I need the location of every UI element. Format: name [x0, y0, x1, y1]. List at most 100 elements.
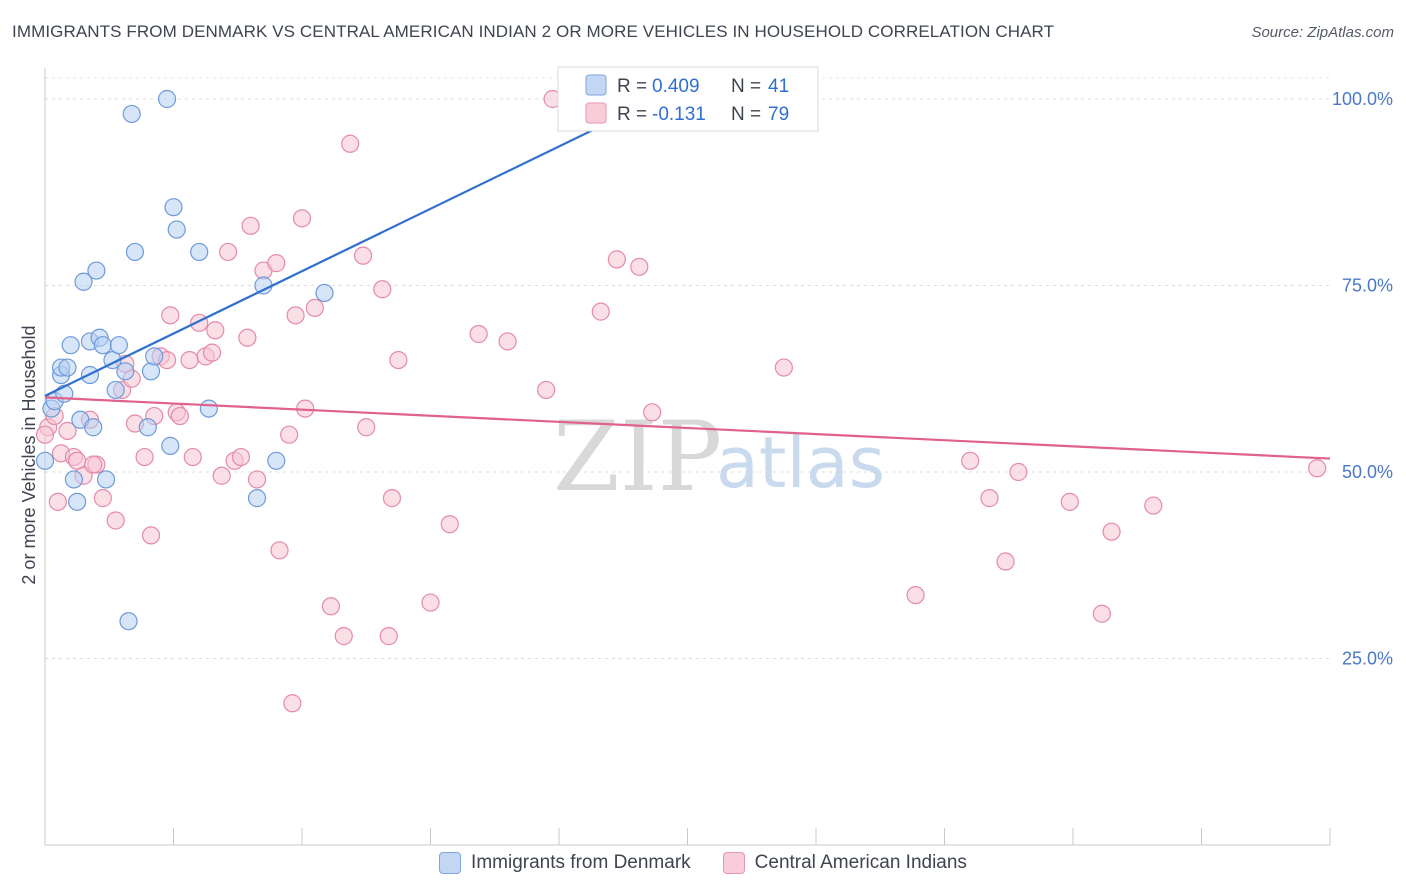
- point-blue-28: [145, 347, 164, 366]
- point-pink-52: [379, 627, 398, 646]
- point-blue-8: [64, 470, 84, 489]
- point-pink-31: [219, 242, 238, 262]
- point-pink-76: [1308, 459, 1327, 478]
- point-blue-34: [199, 399, 218, 418]
- point-blue-36: [254, 276, 273, 295]
- point-pink-46: [321, 597, 341, 616]
- point-blue-29: [157, 89, 177, 109]
- point-pink-50: [357, 418, 376, 437]
- source-label: Source: ZipAtlas.com: [1251, 24, 1394, 41]
- point-pink-30: [212, 466, 231, 485]
- point-pink-43: [292, 209, 312, 228]
- legend-blue-r-value: 0.409: [652, 76, 700, 97]
- point-pink-17: [141, 526, 161, 545]
- point-blue-0: [35, 451, 55, 470]
- point-blue-35: [247, 489, 267, 508]
- point-blue-33: [190, 242, 209, 262]
- point-blue-18: [96, 470, 116, 489]
- point-pink-73: [1092, 604, 1112, 623]
- point-pink-63: [630, 257, 649, 276]
- point-pink-45: [305, 298, 324, 317]
- point-pink-69: [980, 489, 999, 508]
- y-axis-label: 2 or more Vehicles in Household: [19, 325, 39, 584]
- point-pink-57: [469, 324, 488, 344]
- point-pink-40: [280, 425, 299, 444]
- point-blue-15: [87, 261, 106, 280]
- point-pink-10: [93, 489, 112, 508]
- point-blue-21: [109, 336, 128, 355]
- y-tick-label-3: 25.0%: [1342, 649, 1393, 669]
- point-pink-23: [170, 406, 190, 426]
- point-pink-42: [286, 306, 305, 325]
- point-pink-49: [353, 246, 373, 265]
- series-central-american-indians: [35, 89, 1327, 713]
- point-pink-35: [241, 216, 260, 235]
- point-pink-64: [643, 403, 662, 422]
- point-blue-32: [167, 220, 186, 239]
- watermark-zip: ZIP: [553, 401, 722, 513]
- point-blue-7: [61, 336, 80, 355]
- legend-swatch-blue: [585, 74, 607, 96]
- legend-blue-n-label: N =: [731, 76, 761, 97]
- trend-line-blue: [44, 83, 688, 397]
- point-blue-31: [164, 198, 183, 217]
- point-blue-23: [119, 612, 138, 631]
- point-blue-24: [122, 104, 141, 124]
- point-blue-11: [74, 272, 93, 291]
- legend-blue-n-value: 41: [768, 76, 789, 97]
- point-pink-54: [389, 351, 408, 370]
- point-pink-16: [135, 447, 154, 467]
- y-tick-label-0: 100.0%: [1332, 89, 1393, 109]
- series-immigrants-from-denmark: [35, 74, 691, 631]
- point-pink-33: [231, 447, 251, 467]
- point-pink-29: [206, 321, 225, 340]
- bottom-legend-item-blue: Immigrants from Denmark: [439, 852, 691, 874]
- y-tick-label-2: 50.0%: [1342, 462, 1393, 482]
- point-blue-20: [106, 380, 125, 400]
- point-pink-25: [183, 447, 202, 467]
- point-pink-75: [1144, 496, 1163, 515]
- bottom-legend-item-pink: Central American Indians: [722, 852, 967, 874]
- point-pink-28: [202, 343, 222, 362]
- point-pink-4: [58, 421, 77, 441]
- point-pink-48: [341, 134, 360, 153]
- point-blue-26: [138, 418, 157, 437]
- point-pink-21: [161, 306, 180, 325]
- point-pink-70: [996, 552, 1015, 571]
- point-pink-67: [906, 585, 925, 605]
- legend-pink-n-label: N =: [731, 104, 761, 125]
- point-pink-62: [607, 250, 626, 269]
- point-blue-6: [58, 358, 77, 377]
- point-pink-74: [1102, 522, 1121, 541]
- trend-line-pink: [44, 396, 1331, 460]
- point-pink-78: [84, 455, 103, 474]
- point-pink-51: [373, 280, 392, 299]
- point-blue-38: [315, 283, 334, 303]
- point-pink-77: [35, 425, 55, 444]
- point-blue-37: [267, 451, 286, 470]
- point-blue-14: [84, 418, 103, 437]
- point-pink-72: [1060, 492, 1079, 511]
- point-blue-30: [161, 436, 180, 455]
- point-pink-11: [106, 511, 125, 530]
- bottom-legend-label-blue: Immigrants from Denmark: [471, 852, 691, 873]
- point-pink-36: [247, 470, 267, 489]
- scatter-chart: ZIP atlas 100.0%75.0%50.0%25.0% 0.0%40.0…: [19, 66, 1393, 846]
- point-pink-56: [440, 515, 459, 534]
- legend-pink-n-value: 79: [768, 104, 789, 125]
- point-pink-34: [238, 328, 257, 347]
- gridlines: [45, 77, 1330, 659]
- point-pink-58: [498, 332, 517, 351]
- legend-pink-r-value: -0.131: [652, 104, 706, 125]
- point-pink-2: [48, 492, 67, 511]
- point-pink-39: [270, 541, 289, 560]
- point-pink-61: [591, 302, 610, 321]
- point-blue-25: [125, 242, 145, 262]
- point-blue-27: [141, 362, 161, 381]
- bottom-legend: Immigrants from Denmark Central American…: [0, 852, 1406, 874]
- trend-lines: [44, 83, 1331, 460]
- bottom-legend-label-pink: Central American Indians: [754, 852, 967, 873]
- point-blue-17: [93, 336, 112, 355]
- legend-swatch-pink: [585, 102, 607, 124]
- chart-title: IMMIGRANTS FROM DENMARK VS CENTRAL AMERI…: [12, 22, 1055, 41]
